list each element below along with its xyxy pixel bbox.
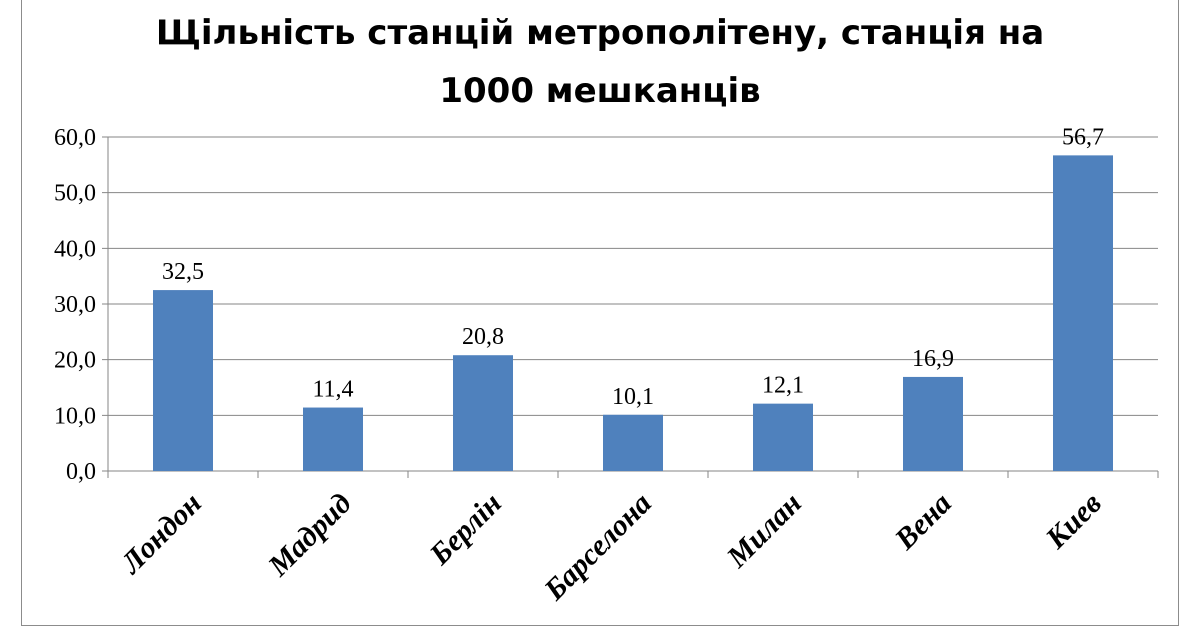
bar: [603, 414, 663, 471]
data-labels: 32,5 11,4 20,8 10,1 12,1 16,9 56,7: [162, 124, 1104, 409]
chart-frame: [21, 0, 1179, 626]
bar: [1053, 155, 1113, 471]
category-label: Лондон: [113, 487, 208, 582]
y-tick-label: 20,0: [54, 348, 96, 374]
category-label: Берлін: [423, 487, 508, 572]
y-tick-label: 60,0: [54, 125, 96, 151]
y-tick-label: 10,0: [54, 403, 96, 429]
data-label: 32,5: [162, 259, 204, 285]
bar: [903, 376, 963, 471]
category-labels: Лондон Мадрид Берлін Барселона Милан Вена Киев: [113, 487, 1108, 608]
data-label: 20,8: [462, 324, 504, 350]
bar: [303, 407, 363, 471]
category-label: Вена: [888, 487, 958, 557]
data-label: 16,9: [912, 346, 954, 372]
y-tick-label: 30,0: [54, 292, 96, 318]
y-tick-label: 0,0: [66, 459, 96, 485]
y-tick-label: 50,0: [54, 181, 96, 207]
data-label: 12,1: [762, 373, 804, 399]
category-label: Барселона: [537, 487, 658, 608]
bars: [153, 155, 1113, 471]
data-label: 10,1: [612, 384, 654, 410]
bar: [153, 290, 213, 471]
data-label: 56,7: [1062, 124, 1104, 150]
data-label: 11,4: [312, 377, 353, 403]
chart-title: Щільність станцій метрополітену, станція…: [0, 4, 1200, 120]
y-axis-ticks: 0,0 10,0 20,0 30,0 40,0 50,0 60,0: [54, 125, 96, 485]
chart-title-line-1: Щільність станцій метрополітену, станція…: [155, 13, 1045, 53]
bar: [453, 355, 513, 471]
category-label: Мадрид: [261, 487, 358, 584]
bar: [753, 403, 813, 471]
category-label: Киев: [1039, 487, 1108, 556]
y-tick-label: 40,0: [54, 236, 96, 262]
category-label: Милан: [720, 487, 808, 575]
chart-title-line-2: 1000 мешканців: [439, 71, 761, 111]
gridlines: [102, 136, 1159, 478]
